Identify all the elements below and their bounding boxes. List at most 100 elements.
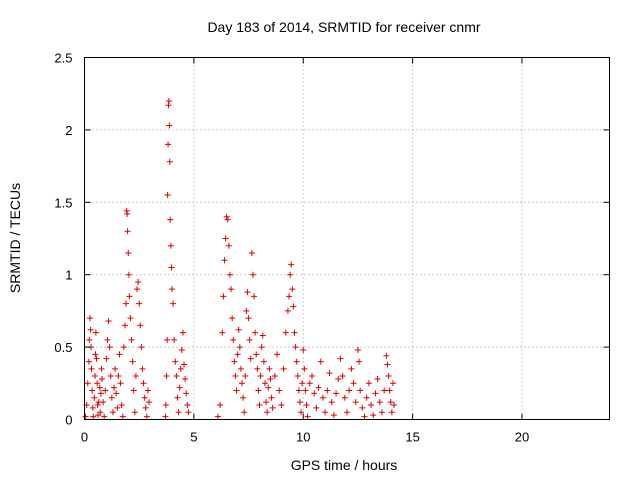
data-point (137, 322, 144, 329)
data-point (328, 399, 335, 406)
data-point (143, 413, 150, 420)
data-point (289, 286, 296, 293)
data-point (146, 399, 153, 406)
data-point (91, 394, 98, 401)
data-point (294, 373, 301, 380)
data-point (365, 380, 372, 387)
data-point (259, 332, 266, 339)
data-point (374, 375, 381, 382)
data-point (166, 122, 173, 129)
data-point (139, 365, 146, 372)
data-point (391, 402, 398, 409)
data-point (266, 365, 273, 372)
data-point (232, 373, 239, 380)
data-point (263, 399, 270, 406)
data-point (94, 402, 101, 409)
data-point (178, 346, 185, 353)
data-point (372, 390, 379, 397)
data-point (99, 375, 105, 382)
data-point (132, 373, 139, 380)
data-point (356, 358, 363, 365)
data-point (260, 358, 267, 365)
data-point (141, 394, 148, 401)
data-point (348, 365, 355, 372)
data-point (131, 409, 138, 416)
data-point (290, 303, 297, 310)
data-point (376, 399, 383, 406)
data-point (183, 390, 190, 397)
data-point (249, 271, 256, 278)
data-point (299, 380, 306, 387)
data-point (295, 387, 302, 394)
data-point (84, 380, 91, 387)
data-point (284, 307, 291, 314)
data-point (87, 326, 94, 333)
data-point (85, 358, 92, 365)
data-point (258, 344, 265, 351)
data-point (269, 404, 276, 411)
data-point (130, 387, 137, 394)
data-point (163, 373, 170, 380)
data-point (96, 384, 103, 391)
data-point (116, 351, 123, 358)
data-point (103, 355, 110, 362)
data-point (164, 336, 171, 343)
data-point (322, 409, 329, 416)
data-point (256, 402, 263, 409)
data-point (326, 370, 333, 377)
data-point (166, 158, 173, 165)
data-point (144, 387, 151, 394)
data-point (94, 380, 101, 387)
data-point (185, 409, 192, 416)
data-point (265, 384, 272, 391)
data-point (182, 375, 189, 382)
data-point (246, 336, 253, 343)
x-tick-label: 5 (190, 430, 197, 445)
data-point (125, 271, 132, 278)
data-point (244, 289, 251, 296)
y-tick-label: 0.5 (54, 340, 72, 355)
data-point (102, 387, 109, 394)
data-point (89, 387, 96, 394)
y-axis-label: SRMTID / TECUs (7, 183, 23, 293)
data-point (344, 409, 350, 416)
data-point (300, 346, 307, 353)
data-point (119, 413, 126, 420)
data-point (117, 380, 124, 387)
data-point (252, 329, 259, 336)
data-point (302, 387, 309, 394)
data-point (268, 394, 275, 401)
data-point (93, 355, 100, 362)
data-point (220, 293, 227, 300)
data-point (313, 404, 320, 411)
data-point (254, 365, 261, 372)
data-point (286, 293, 293, 300)
data-point (100, 399, 107, 406)
data-point (383, 352, 390, 359)
data-point (354, 346, 361, 353)
data-point (179, 329, 186, 336)
data-point (303, 402, 310, 409)
data-point (346, 387, 353, 394)
y-tick-label: 0 (65, 413, 72, 428)
data-point (142, 404, 149, 411)
data-point (237, 365, 244, 372)
plot-frame (84, 57, 610, 420)
data-point (309, 373, 315, 380)
data-point (114, 404, 121, 411)
data-point (261, 380, 268, 387)
data-point (357, 387, 364, 394)
data-point (127, 315, 134, 322)
data-point (253, 351, 260, 358)
data-point (315, 384, 322, 391)
data-point (239, 380, 245, 387)
data-point (111, 384, 118, 391)
data-point (165, 141, 172, 148)
data-point (389, 380, 396, 387)
data-point (113, 390, 120, 397)
data-point (171, 336, 178, 343)
data-point (298, 409, 305, 416)
data-point (162, 402, 169, 409)
data-point (381, 387, 388, 394)
data-point (167, 242, 174, 249)
